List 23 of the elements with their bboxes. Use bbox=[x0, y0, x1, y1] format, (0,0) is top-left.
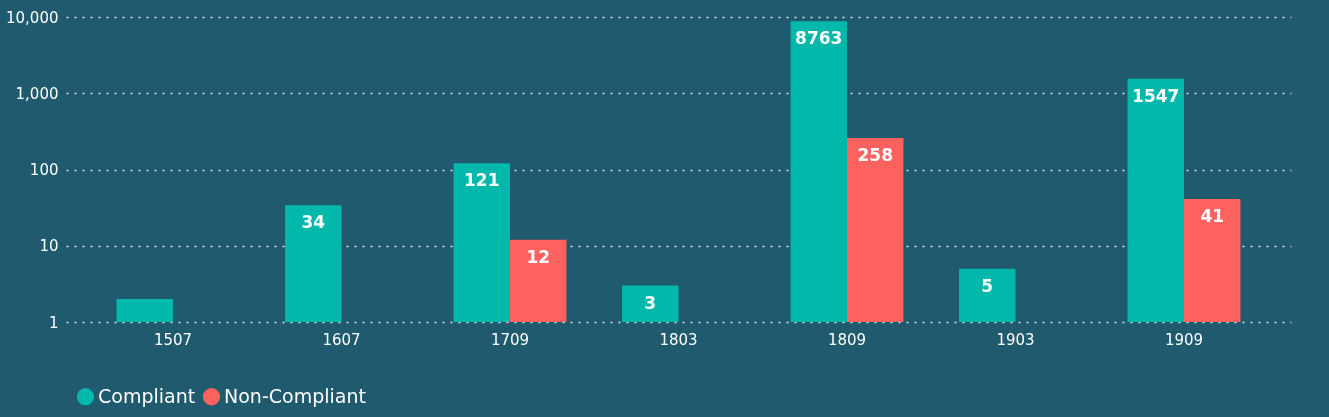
x-tick-label: 1903 bbox=[996, 330, 1035, 349]
x-tick-label: 1607 bbox=[322, 330, 361, 349]
x-tick-label: 1909 bbox=[1164, 330, 1204, 349]
data-label: 5 bbox=[981, 275, 994, 296]
data-label: 8763 bbox=[795, 28, 843, 49]
data-label: 258 bbox=[857, 145, 893, 166]
y-tick-label: 1,000 bbox=[15, 84, 59, 103]
x-tick-label: 1803 bbox=[659, 330, 698, 349]
data-label: 3 bbox=[644, 292, 657, 313]
legend-label: Non-Compliant bbox=[224, 384, 366, 407]
legend-label: Compliant bbox=[98, 384, 196, 407]
y-tick-label: 10 bbox=[39, 237, 59, 256]
y-tick-label: 1 bbox=[48, 313, 59, 332]
data-label: 34 bbox=[301, 212, 326, 233]
x-tick-label: 1507 bbox=[153, 330, 193, 349]
data-label: 121 bbox=[464, 170, 500, 191]
x-tick-label: 1809 bbox=[827, 330, 867, 349]
y-tick-label: 10,000 bbox=[6, 8, 59, 27]
x-tick-label: 1709 bbox=[490, 330, 530, 349]
y-tick-label: 100 bbox=[29, 161, 59, 179]
data-label: 1547 bbox=[1132, 85, 1180, 106]
data-label: 41 bbox=[1200, 206, 1225, 227]
data-label: 12 bbox=[526, 246, 551, 267]
